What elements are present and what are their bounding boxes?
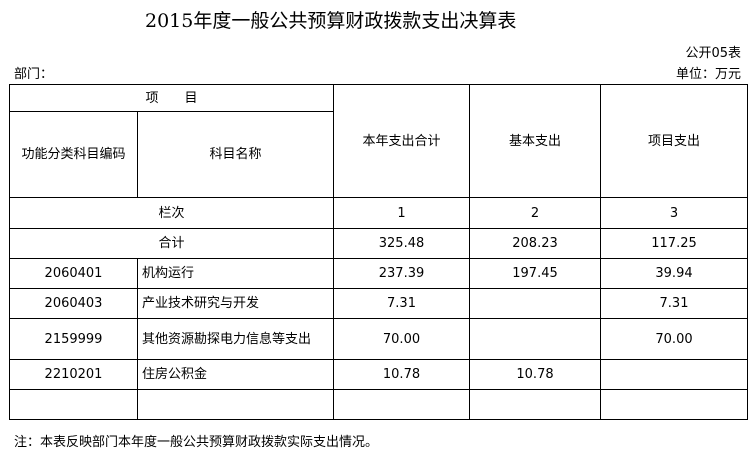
table-row: 2060401 机构运行 237.39 197.45 39.94 xyxy=(9,258,748,289)
header-basic: 基本支出 xyxy=(469,84,601,198)
row-code: 2210201 xyxy=(9,359,138,390)
row-total: 70.00 xyxy=(333,318,470,360)
header-project: 项目支出 xyxy=(600,84,748,198)
row-name: 其他资源勘探电力信息等支出 xyxy=(137,318,334,360)
footnote: 注：本表反映部门本年度一般公共预算财政拨款实际支出情况。 xyxy=(14,435,379,450)
column-index-1: 1 xyxy=(333,197,470,229)
row-basic xyxy=(469,288,601,319)
row-code: 2159999 xyxy=(9,318,138,360)
row-total: 10.78 xyxy=(333,359,470,390)
column-index-row: 栏次 1 2 3 xyxy=(9,197,748,229)
row-total: 237.39 xyxy=(333,258,470,289)
table-row: 2159999 其他资源勘探电力信息等支出 70.00 70.00 xyxy=(9,318,748,360)
row-project: 70.00 xyxy=(600,318,748,360)
row-code: 2060401 xyxy=(9,258,138,289)
sum-project: 117.25 xyxy=(600,228,748,259)
expenditure-table: 项 目 本年支出合计 基本支出 项目支出 功能分类科目编码 科目名称 栏次 1 … xyxy=(9,84,748,420)
row-basic: 10.78 xyxy=(469,359,601,390)
sum-label: 合计 xyxy=(9,228,334,259)
row-name: 产业技术研究与开发 xyxy=(137,288,334,319)
department-label: 部门： xyxy=(14,67,54,82)
header-total: 本年支出合计 xyxy=(333,84,470,198)
table-row: 2210201 住房公积金 10.78 10.78 xyxy=(9,359,748,390)
column-index-label: 栏次 xyxy=(9,197,334,229)
row-name: 住房公积金 xyxy=(137,359,334,390)
row-project xyxy=(600,359,748,390)
column-index-2: 2 xyxy=(469,197,601,229)
sum-row: 合计 325.48 208.23 117.25 xyxy=(9,228,748,259)
unit-label: 单位：万元 xyxy=(675,67,741,82)
column-index-3: 3 xyxy=(600,197,748,229)
page-title: 2015年度一般公共预算财政拨款支出决算表 xyxy=(145,10,517,32)
form-number: 公开05表 xyxy=(685,46,741,61)
row-total: 7.31 xyxy=(333,288,470,319)
row-code: 2060403 xyxy=(9,288,138,319)
row-basic: 197.45 xyxy=(469,258,601,289)
row-basic xyxy=(469,318,601,360)
header-code: 功能分类科目编码 xyxy=(9,111,138,198)
table-row: 2060403 产业技术研究与开发 7.31 7.31 xyxy=(9,288,748,319)
row-name: 机构运行 xyxy=(137,258,334,289)
header-item: 项 目 xyxy=(9,84,334,112)
sum-total: 325.48 xyxy=(333,228,470,259)
empty-row xyxy=(9,389,748,420)
header-name: 科目名称 xyxy=(137,111,334,198)
row-project: 39.94 xyxy=(600,258,748,289)
row-project: 7.31 xyxy=(600,288,748,319)
sum-basic: 208.23 xyxy=(469,228,601,259)
